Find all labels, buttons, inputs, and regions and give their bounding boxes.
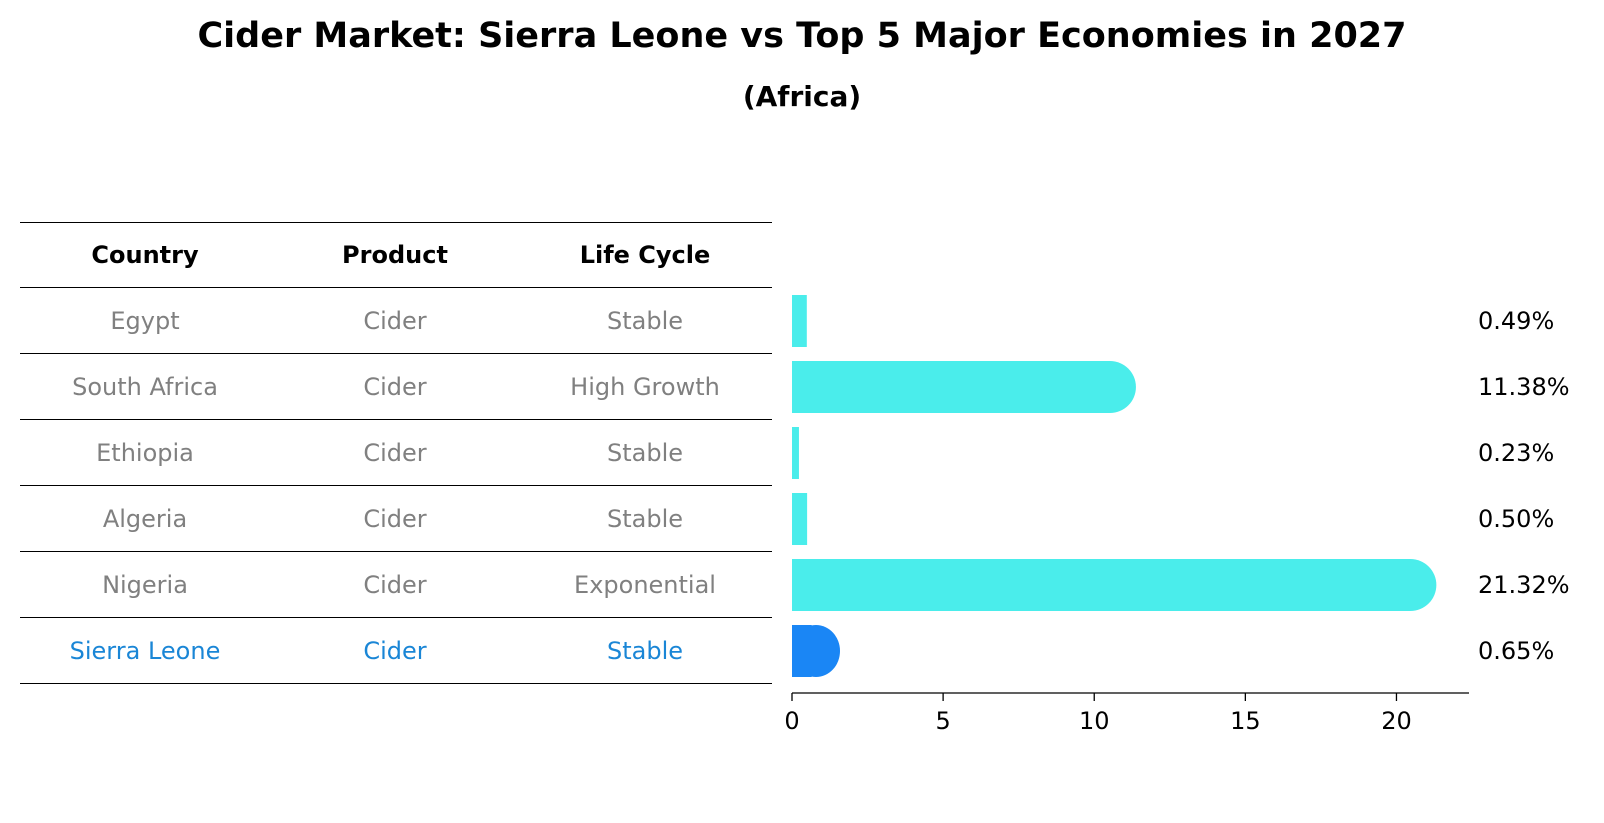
table-row: South Africa Cider High Growth [20,354,772,420]
data-label: 0.23% [1478,439,1554,467]
header-product: Product [342,241,448,269]
product-cell: Cider [363,636,427,665]
table-row: Algeria Cider Stable [20,486,772,552]
x-tick-label: 15 [1230,707,1261,735]
bar-highlight-cap [792,625,840,677]
chart-subtitle: (Africa) [742,80,862,113]
country-cell: Ethiopia [96,438,194,467]
bar-south-africa [792,361,1136,413]
table-row: Ethiopia Cider Stable [20,420,772,486]
life-cycle-cell: Stable [606,636,684,665]
header-life-cycle: Life Cycle [579,241,711,269]
product-cell: Cider [363,438,427,467]
country-cell: Algeria [102,504,188,533]
data-label: 0.50% [1478,505,1554,533]
x-tick-label: 10 [1079,707,1110,735]
country-cell: Sierra Leone [69,636,221,665]
x-tick-label: 20 [1381,707,1412,735]
table-row-highlight: Sierra Leone Cider Stable [20,618,772,684]
product-cell: Cider [363,372,427,401]
product-cell: Cider [363,306,427,335]
life-cycle-cell: Exponential [574,570,716,599]
table-row: Nigeria Cider Exponential [20,552,772,618]
bar-egypt [792,295,807,347]
data-table: Country Product Life Cycle Egypt Cider S… [20,222,772,684]
life-cycle-cell: Stable [606,504,684,533]
country-cell: Nigeria [102,570,188,599]
product-cell: Cider [363,570,427,599]
life-cycle-cell: Stable [606,306,684,335]
country-cell: Egypt [110,306,180,335]
data-label: 21.32% [1478,571,1570,599]
country-cell: South Africa [72,372,218,401]
bar-nigeria [792,559,1437,611]
header-country: Country [91,241,199,269]
table-header-row: Country Product Life Cycle [20,222,772,288]
table-row: Egypt Cider Stable [20,288,772,354]
product-cell: Cider [363,504,427,533]
data-label: 11.38% [1478,373,1570,401]
bar-ethiopia [792,427,799,479]
data-label: 0.49% [1478,307,1554,335]
life-cycle-cell: Stable [606,438,684,467]
data-label: 0.65% [1478,637,1554,665]
x-tick-label: 5 [935,707,950,735]
bar-algeria [792,493,808,545]
x-tick-label: 0 [784,707,799,735]
chart-title: Cider Market: Sierra Leone vs Top 5 Majo… [197,16,1407,56]
life-cycle-cell: High Growth [570,372,720,401]
